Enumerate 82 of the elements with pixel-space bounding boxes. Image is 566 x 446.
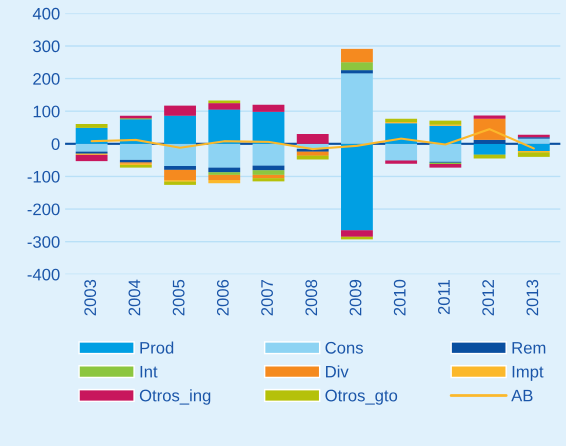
bar <box>76 124 108 128</box>
bar <box>385 160 418 164</box>
bar <box>518 152 550 157</box>
bar <box>474 144 506 155</box>
bar <box>429 164 462 168</box>
x-tick-label: 2010 <box>394 280 406 316</box>
bar <box>208 172 240 175</box>
legend-label: Int <box>140 366 158 378</box>
bar <box>208 168 240 172</box>
bar <box>208 100 240 104</box>
legend-label: Impt <box>512 366 544 381</box>
x-tick-label: 2011 <box>438 280 450 314</box>
bar <box>120 119 152 144</box>
bar <box>385 144 418 160</box>
bar <box>252 170 284 175</box>
bar <box>252 174 284 178</box>
bar <box>341 48 373 62</box>
x-tick-label: 2007 <box>261 280 273 316</box>
x-tick-label: 2012 <box>482 280 494 316</box>
bar <box>164 170 196 180</box>
bar <box>76 128 108 144</box>
x-tick-label: 2009 <box>350 280 362 316</box>
bar <box>341 144 373 230</box>
y-tick-label: -100 <box>28 170 60 183</box>
y-tick-label: -300 <box>28 236 60 248</box>
y-tick-label: 0 <box>52 138 60 150</box>
x-tick-label: 2008 <box>305 280 318 316</box>
bar <box>208 110 240 144</box>
bar <box>518 134 550 138</box>
bar <box>296 156 329 160</box>
bar <box>164 106 196 116</box>
bar <box>252 178 284 182</box>
bar <box>429 126 462 144</box>
bar <box>252 144 284 166</box>
bar <box>120 116 152 118</box>
bar <box>429 144 462 162</box>
bar <box>208 103 240 110</box>
bar <box>164 182 196 185</box>
x-tick-label: 2004 <box>128 280 140 316</box>
bar <box>164 116 196 144</box>
bar <box>120 144 152 160</box>
y-tick-label: 200 <box>33 73 60 85</box>
legend-label: Otros_gto <box>325 390 398 405</box>
bar <box>341 230 373 237</box>
bar <box>252 112 284 144</box>
x-tick-label: 2013 <box>526 280 538 316</box>
bar <box>385 118 418 122</box>
bar <box>208 174 240 180</box>
legend-label: AB <box>511 390 533 402</box>
bar <box>341 62 373 70</box>
bar <box>76 144 108 152</box>
bar <box>76 154 108 162</box>
legend-label: Otros_ing <box>140 389 210 405</box>
bar <box>208 180 240 184</box>
bar <box>252 104 284 112</box>
bar <box>341 236 373 240</box>
bar <box>252 166 284 170</box>
y-tick-label: -200 <box>28 203 60 216</box>
y-tick-label: -400 <box>28 268 60 280</box>
x-tick-label: 2003 <box>84 280 96 316</box>
bar <box>296 134 329 144</box>
y-tick-label: 400 <box>32 8 60 20</box>
bar <box>341 73 373 144</box>
legend-label: Rem <box>512 342 546 354</box>
bar <box>429 120 462 125</box>
y-tick-label: 100 <box>34 106 60 118</box>
bar <box>385 123 418 144</box>
bar <box>474 154 506 159</box>
x-tick-label: 2006 <box>216 280 229 316</box>
bar <box>120 165 152 168</box>
bar <box>296 152 329 156</box>
y-tick-label: 300 <box>33 40 60 52</box>
bar <box>164 166 196 170</box>
bar <box>518 138 550 144</box>
bar <box>208 144 240 168</box>
bar <box>474 115 506 119</box>
legend-label: Div <box>326 365 349 378</box>
bar <box>120 160 152 162</box>
legend-label: Prod <box>140 341 174 354</box>
legend-label: Cons <box>326 342 363 354</box>
x-tick-label: 2005 <box>172 280 185 316</box>
bar <box>341 70 373 74</box>
